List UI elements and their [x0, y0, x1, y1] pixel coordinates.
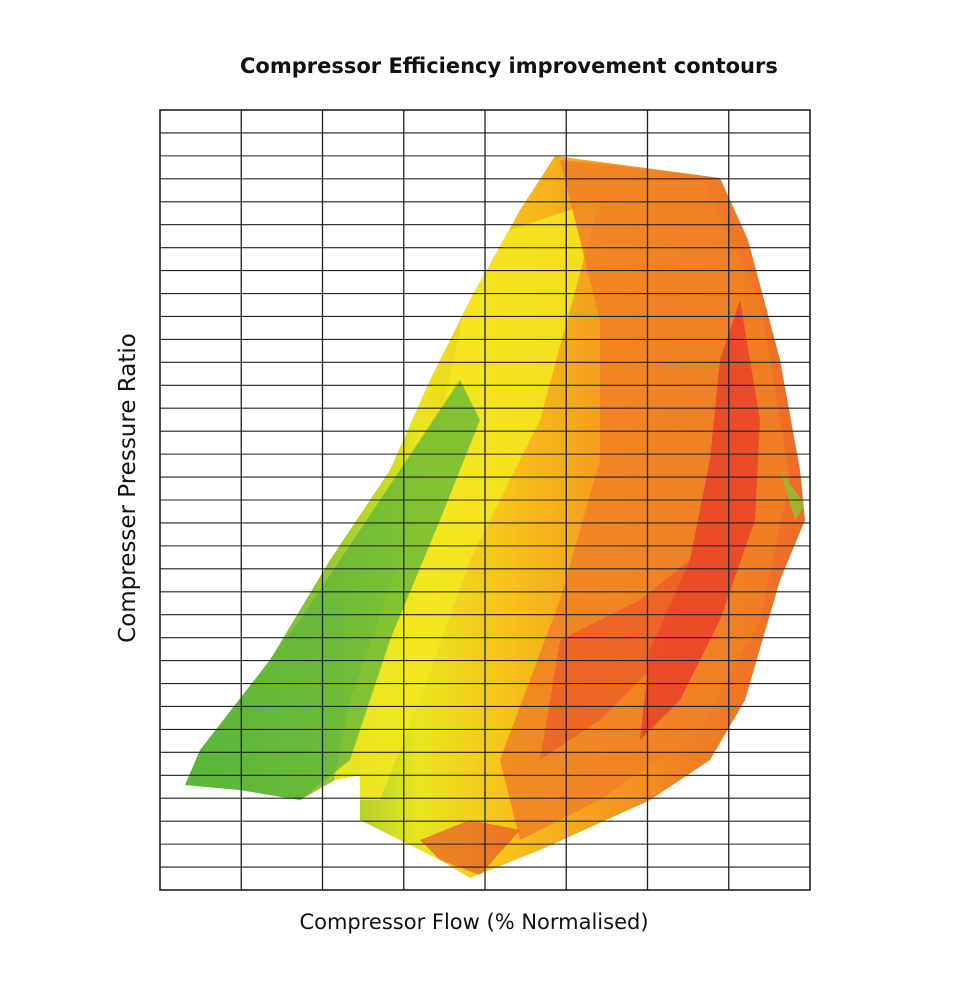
chart-grid [159, 109, 811, 891]
contour-red-ridge [640, 300, 760, 740]
contour-red-streak [540, 560, 690, 760]
contour-green-edge [780, 470, 805, 520]
contour-green-zone [185, 380, 480, 800]
contour-region [185, 156, 805, 878]
chart-title: Compressor Efficiency improvement contou… [240, 54, 778, 78]
x-axis-label: Compressor Flow (% Normalised) [299, 910, 649, 934]
contour-red-bottom [420, 820, 520, 875]
